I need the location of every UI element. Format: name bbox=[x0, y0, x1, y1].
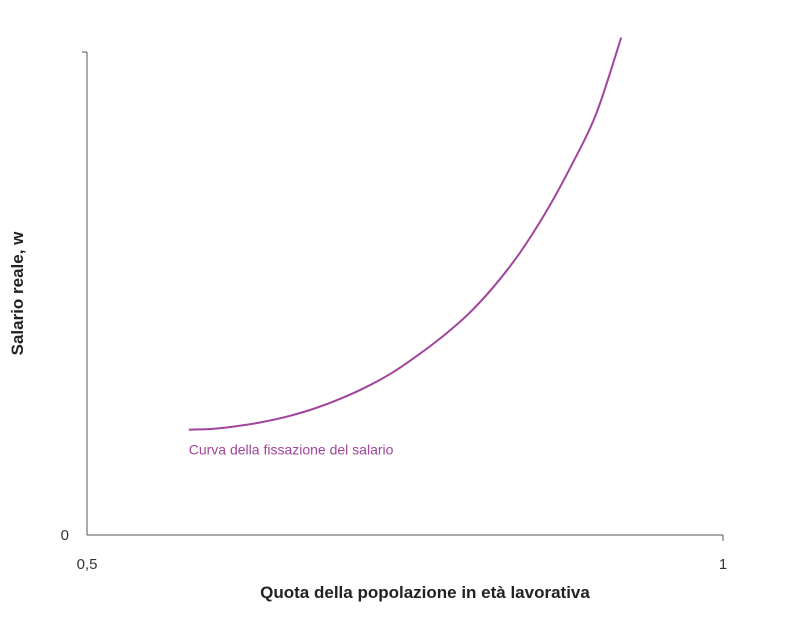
y-tick-label: 0 bbox=[61, 527, 69, 544]
y-tick-labels: 0 bbox=[61, 527, 69, 544]
x-axis-label: Quota della popolazione in età lavorativ… bbox=[260, 583, 590, 602]
curve-label: Curva della fissazione del salario bbox=[189, 442, 394, 458]
y-axis-label: Salario reale, w bbox=[8, 231, 27, 356]
x-tick-label: 1 bbox=[719, 556, 727, 573]
x-tick-labels: 0,5 1 bbox=[77, 556, 728, 573]
x-tick-label: 0,5 bbox=[77, 556, 98, 573]
wage-setting-curve bbox=[188, 37, 623, 431]
